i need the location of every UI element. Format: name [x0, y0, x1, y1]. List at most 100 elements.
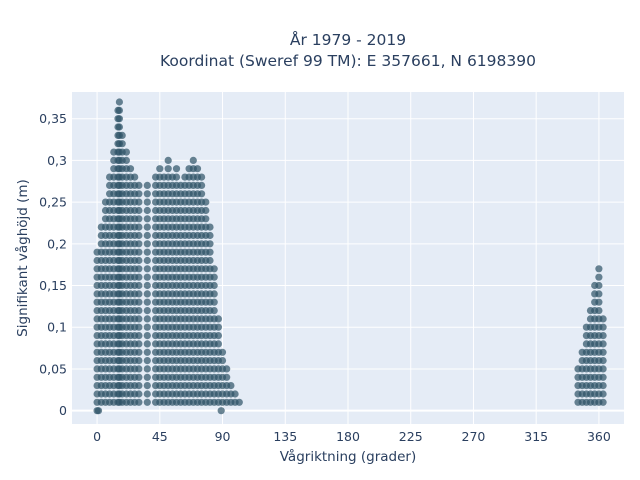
y-axis-title: Signifikant våghöjd (m) [14, 179, 31, 337]
data-point [595, 265, 603, 273]
data-point [206, 256, 214, 265]
x-tick-label: 0 [93, 429, 101, 444]
data-point [135, 298, 143, 306]
data-point [214, 340, 222, 348]
data-point [599, 340, 607, 348]
data-point [164, 156, 172, 164]
data-point [227, 382, 235, 390]
data-point [599, 365, 607, 373]
y-tick-label: 0,05 [39, 361, 67, 376]
data-point [143, 348, 151, 356]
y-tick-label: 0 [59, 403, 67, 418]
data-point [143, 365, 151, 373]
data-point [135, 190, 143, 198]
data-point [223, 365, 231, 373]
data-point [94, 407, 103, 415]
data-point [115, 106, 123, 114]
data-point [135, 215, 143, 223]
y-tick-label: 0,3 [47, 153, 67, 168]
data-point [217, 407, 225, 415]
y-tick-labels: 0 0,05 0,1 0,15 0,2 0,25 0,3 0,35 [39, 111, 67, 418]
data-point [143, 357, 151, 365]
data-point [235, 398, 243, 406]
data-point [122, 148, 130, 156]
data-point [599, 332, 607, 340]
data-point [135, 332, 143, 340]
data-point [210, 281, 218, 290]
data-point [164, 165, 172, 173]
data-point [202, 206, 210, 215]
x-tick-label: 135 [273, 429, 297, 444]
chart-title-line1: År 1979 - 2019 [290, 30, 406, 49]
data-point [135, 357, 143, 365]
data-point [595, 273, 603, 281]
data-point [143, 265, 151, 273]
data-point [143, 198, 151, 206]
data-point [115, 123, 123, 131]
data-point [122, 156, 130, 164]
data-point [214, 315, 222, 323]
data-point [126, 165, 135, 173]
data-point [135, 398, 143, 406]
data-point [135, 181, 143, 189]
data-point [599, 348, 607, 356]
data-point [143, 181, 151, 189]
data-point [143, 323, 151, 331]
data-point [198, 173, 206, 181]
data-point [135, 323, 143, 331]
x-tick-labels: 0 45 90 135 180 225 270 315 360 [93, 429, 611, 444]
data-point [172, 173, 181, 181]
data-point [210, 307, 218, 315]
data-point [135, 307, 143, 315]
data-point [135, 315, 143, 323]
data-point [143, 256, 151, 265]
data-point [202, 198, 210, 206]
data-point [143, 290, 151, 298]
data-point [135, 390, 143, 398]
data-point [143, 373, 151, 381]
data-point [231, 390, 239, 398]
data-point [599, 398, 607, 406]
data-point [115, 98, 123, 106]
data-point [143, 248, 151, 256]
data-point [143, 307, 151, 315]
data-point [595, 307, 603, 315]
data-points [93, 98, 607, 415]
data-point [206, 240, 214, 248]
x-tick-label: 315 [524, 429, 548, 444]
data-point [206, 231, 214, 240]
data-point [135, 281, 143, 290]
data-point [135, 231, 143, 240]
data-point [143, 298, 151, 306]
x-tick-label: 180 [336, 429, 360, 444]
data-point [143, 390, 151, 398]
data-point [172, 165, 181, 173]
x-tick-label: 90 [215, 429, 231, 444]
data-point [198, 181, 206, 189]
data-point [143, 332, 151, 340]
data-point [198, 190, 206, 198]
data-point [143, 398, 151, 406]
data-point [135, 340, 143, 348]
data-point [143, 190, 151, 198]
data-point [143, 340, 151, 348]
data-point [143, 206, 151, 215]
data-point [210, 265, 218, 273]
data-point [595, 298, 603, 306]
data-point [143, 281, 151, 290]
data-point [135, 206, 143, 215]
data-point [143, 231, 151, 240]
data-point [135, 365, 143, 373]
data-point [206, 223, 214, 231]
data-point [135, 248, 143, 256]
data-point [599, 390, 607, 398]
data-point [135, 382, 143, 390]
data-point [189, 156, 197, 164]
data-point [143, 315, 151, 323]
data-point [135, 223, 143, 231]
data-point [118, 140, 126, 148]
y-tick-label: 0,1 [47, 320, 67, 335]
x-tick-label: 270 [462, 429, 486, 444]
data-point [210, 298, 218, 306]
